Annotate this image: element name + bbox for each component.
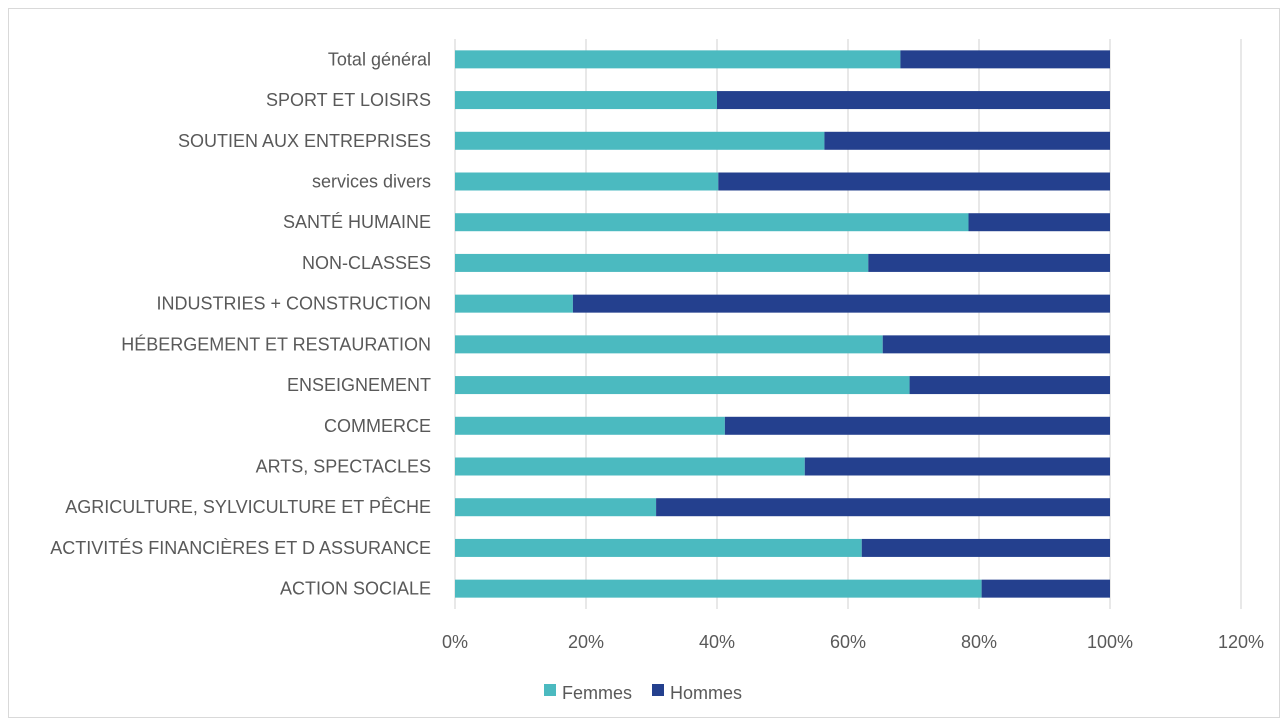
bar-femmes [455,131,825,150]
x-tick-label: 100% [1087,632,1133,652]
category-label: SANTÉ HUMAINE [283,212,431,232]
bar-femmes [455,579,982,598]
category-label: SOUTIEN AUX ENTREPRISES [178,131,431,151]
bar-femmes [455,253,869,272]
legend-swatch-hommes [652,684,664,696]
category-label: Total général [328,49,431,69]
bar-hommes [718,172,1110,191]
bar-femmes [455,335,883,354]
legend: Femmes Hommes [544,683,742,703]
bar-hommes [882,335,1110,354]
category-label: HÉBERGEMENT ET RESTAURATION [121,334,431,354]
legend-label-hommes: Hommes [670,683,742,703]
category-labels: Total général SPORT ET LOISIRS SOUTIEN AUX… [50,49,431,598]
category-label: ACTIVITÉS FINANCIÈRES ET D ASSURANCE [50,538,431,558]
bar-femmes [455,416,725,435]
category-label: COMMERCE [324,416,431,436]
legend-swatch-femmes [544,684,556,696]
category-label: SPORT ET LOISIRS [266,90,431,110]
bar-femmes [455,172,719,191]
bar-femmes [455,91,717,110]
bar-hommes [717,91,1110,110]
bar-hommes [968,213,1110,232]
category-label: services divers [312,172,431,192]
bar-femmes [455,294,573,313]
bar-hommes [868,253,1110,272]
bar-femmes [455,498,657,517]
gridlines [454,39,1242,609]
bar-hommes [572,294,1110,313]
chart-frame [8,8,1280,718]
category-label: ACTION SOCIALE [280,579,431,599]
x-tick-label: 120% [1218,632,1264,652]
bar-femmes [455,50,901,69]
legend-label-femmes: Femmes [562,683,632,703]
category-label: AGRICULTURE, SYLVICULTURE ET PÊCHE [65,497,431,517]
category-label: ARTS, SPECTACLES [256,457,431,477]
bar-hommes [656,498,1110,517]
x-tick-label: 80% [961,632,997,652]
x-tick-label: 40% [699,632,735,652]
bar-femmes [455,376,910,395]
category-label: INDUSTRIES + CONSTRUCTION [156,294,431,314]
bar-hommes [981,579,1110,598]
x-axis-tick-labels: 0% 20% 40% 60% 80% 100% 120% [442,632,1264,652]
bar-hommes [900,50,1110,69]
bar-femmes [455,538,862,557]
bar-femmes [455,213,969,232]
bar-hommes [724,416,1110,435]
bars [455,50,1110,598]
bar-hommes [824,131,1110,150]
category-label: NON-CLASSES [302,253,431,273]
category-label: ENSEIGNEMENT [287,375,431,395]
bar-hommes [804,457,1110,476]
bar-femmes [455,457,805,476]
x-tick-label: 60% [830,632,866,652]
bar-hommes [909,376,1110,395]
x-tick-label: 0% [442,632,468,652]
bar-hommes [861,538,1110,557]
x-tick-label: 20% [568,632,604,652]
